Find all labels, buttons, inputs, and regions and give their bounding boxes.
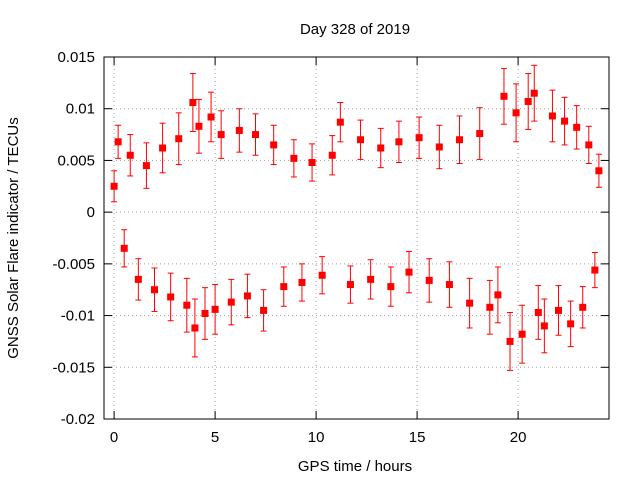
- y-axis-label: GNSS Solar Flare indicator / TECUs: [5, 117, 22, 358]
- chart-title: Day 328 of 2019: [300, 21, 410, 38]
- data-point: [211, 305, 219, 313]
- data-point: [298, 278, 306, 286]
- x-axis-label: GPS time / hours: [298, 458, 412, 475]
- data-point: [126, 151, 134, 159]
- data-point: [367, 275, 375, 283]
- data-point: [318, 271, 326, 279]
- data-point: [346, 281, 354, 289]
- data-point: [290, 154, 298, 162]
- data-point: [387, 283, 395, 291]
- data-point: [328, 151, 336, 159]
- data-point: [270, 141, 278, 149]
- data-point: [595, 167, 603, 175]
- x-tick-label: 0: [110, 429, 118, 446]
- x-tick-label: 5: [211, 429, 219, 446]
- data-point: [500, 92, 508, 100]
- data-point: [120, 244, 128, 252]
- data-point: [227, 298, 235, 306]
- data-point: [425, 276, 433, 284]
- x-tick-label: 10: [308, 429, 325, 446]
- ticks: [104, 56, 609, 420]
- grid: [104, 57, 609, 419]
- y-tick-label: -0.02: [61, 411, 95, 428]
- data-point: [207, 113, 215, 121]
- data-point: [159, 144, 167, 152]
- data-point: [445, 281, 453, 289]
- x-tick-label: 20: [510, 429, 527, 446]
- y-tick-label: -0.015: [52, 359, 95, 376]
- y-tick-label: 0.005: [57, 152, 95, 169]
- data-point: [151, 286, 158, 294]
- data-point: [175, 135, 183, 143]
- data-point: [134, 275, 142, 283]
- data-point: [201, 310, 209, 318]
- data-series: [110, 64, 603, 371]
- data-point: [189, 99, 197, 107]
- data-point: [524, 97, 532, 105]
- data-point: [110, 182, 118, 190]
- data-point: [466, 299, 474, 307]
- data-point: [435, 143, 443, 151]
- y-tick-label: -0.005: [52, 256, 95, 273]
- data-point: [167, 293, 175, 301]
- data-point: [573, 123, 581, 131]
- data-point: [405, 268, 413, 276]
- data-point: [591, 266, 599, 274]
- data-point: [114, 138, 122, 146]
- data-point: [494, 291, 502, 299]
- data-point: [540, 322, 548, 330]
- data-point: [243, 292, 251, 300]
- data-point: [512, 109, 520, 117]
- data-point: [252, 131, 259, 139]
- labels: 0.015 0.01 0.005 0 -0.005 -0.01 -0.015 -0.02 0 5 1…: [52, 49, 526, 446]
- data-point: [567, 320, 575, 328]
- y-tick-label: 0.01: [66, 101, 95, 118]
- y-tick-label: 0.015: [57, 49, 95, 66]
- data-point: [395, 138, 403, 146]
- data-point: [195, 122, 203, 130]
- data-point: [336, 118, 344, 126]
- data-point: [530, 89, 538, 97]
- plot-frame: [103, 56, 610, 420]
- x-tick-label: 15: [409, 429, 426, 446]
- data-point: [142, 162, 150, 170]
- series-solar-flare-indicator: [110, 64, 603, 371]
- data-point: [235, 126, 243, 134]
- data-point: [308, 158, 316, 166]
- data-point: [476, 130, 484, 138]
- data-point: [217, 131, 225, 139]
- data-point: [579, 303, 587, 311]
- data-point: [548, 112, 556, 120]
- data-point: [191, 324, 199, 332]
- data-point: [183, 301, 191, 309]
- data-point: [534, 308, 542, 316]
- data-point: [486, 303, 494, 311]
- data-point: [561, 117, 569, 125]
- y-tick-label: -0.01: [61, 308, 95, 325]
- data-point: [506, 337, 514, 345]
- data-point: [555, 306, 562, 314]
- data-point: [415, 134, 423, 142]
- y-tick-label: 0: [87, 204, 95, 221]
- data-point: [518, 330, 526, 338]
- data-point: [280, 283, 288, 291]
- data-point: [456, 136, 464, 144]
- data-point: [357, 136, 365, 144]
- data-point: [377, 144, 385, 152]
- data-point: [585, 141, 593, 149]
- data-point: [260, 306, 268, 314]
